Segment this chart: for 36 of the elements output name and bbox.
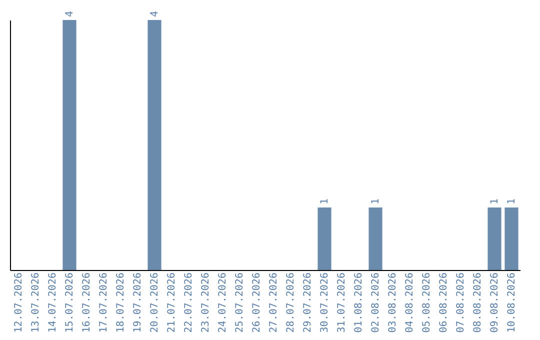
x-tick-label: 01.08.2026 [354, 272, 364, 333]
data-label: 4 [150, 10, 160, 17]
x-tick-label: 23.07.2026 [200, 272, 212, 333]
x-tick-label: 09.08.2026 [490, 272, 500, 333]
x-tick-label: 03.08.2026 [388, 272, 398, 333]
x-tick-label: 02.08.2026 [370, 272, 382, 333]
x-tick-label: 25.07.2026 [234, 272, 246, 333]
data-label: 4 [64, 10, 76, 17]
x-tick-label: 05.08.2026 [422, 272, 432, 333]
x-tick-label: 13.07.2026 [30, 272, 42, 333]
x-tick-label: 31.07.2026 [336, 272, 348, 333]
x-tick-label: 20.07.2026 [150, 272, 160, 333]
x-tick-label: 12.07.2026 [14, 272, 24, 333]
x-tick-label: 17.07.2026 [98, 272, 110, 333]
x-tick-label: 15.07.2026 [64, 272, 76, 333]
x-tick-label: 04.08.2026 [404, 272, 416, 333]
x-tick-label: 21.07.2026 [166, 272, 178, 333]
x-tick-label: 08.08.2026 [472, 272, 484, 333]
data-label: 1 [370, 198, 382, 204]
data-label: 1 [506, 198, 518, 204]
x-tick-label: 24.07.2026 [218, 272, 228, 333]
x-tick-label: 18.07.2026 [116, 272, 126, 333]
x-tick-label: 16.07.2026 [82, 272, 92, 333]
x-tick-label: 14.07.2026 [48, 272, 58, 333]
x-tick-label: 30.07.2026 [320, 272, 330, 333]
data-label: 1 [490, 198, 500, 204]
x-tick-label: 22.07.2026 [184, 272, 194, 333]
x-tick-label: 28.07.2026 [286, 272, 296, 333]
x-tick-label: 06.08.2026 [438, 272, 450, 333]
x-tick-label: 19.07.2026 [132, 272, 144, 333]
x-tick-label: 29.07.2026 [302, 272, 314, 333]
x-tick-label: 26.07.2026 [252, 272, 262, 333]
x-tick-label: 07.08.2026 [456, 272, 466, 333]
x-tick-label: 10.08.2026 [506, 272, 518, 333]
x-tick-label: 27.07.2026 [268, 272, 280, 333]
data-label: 1 [320, 198, 330, 204]
